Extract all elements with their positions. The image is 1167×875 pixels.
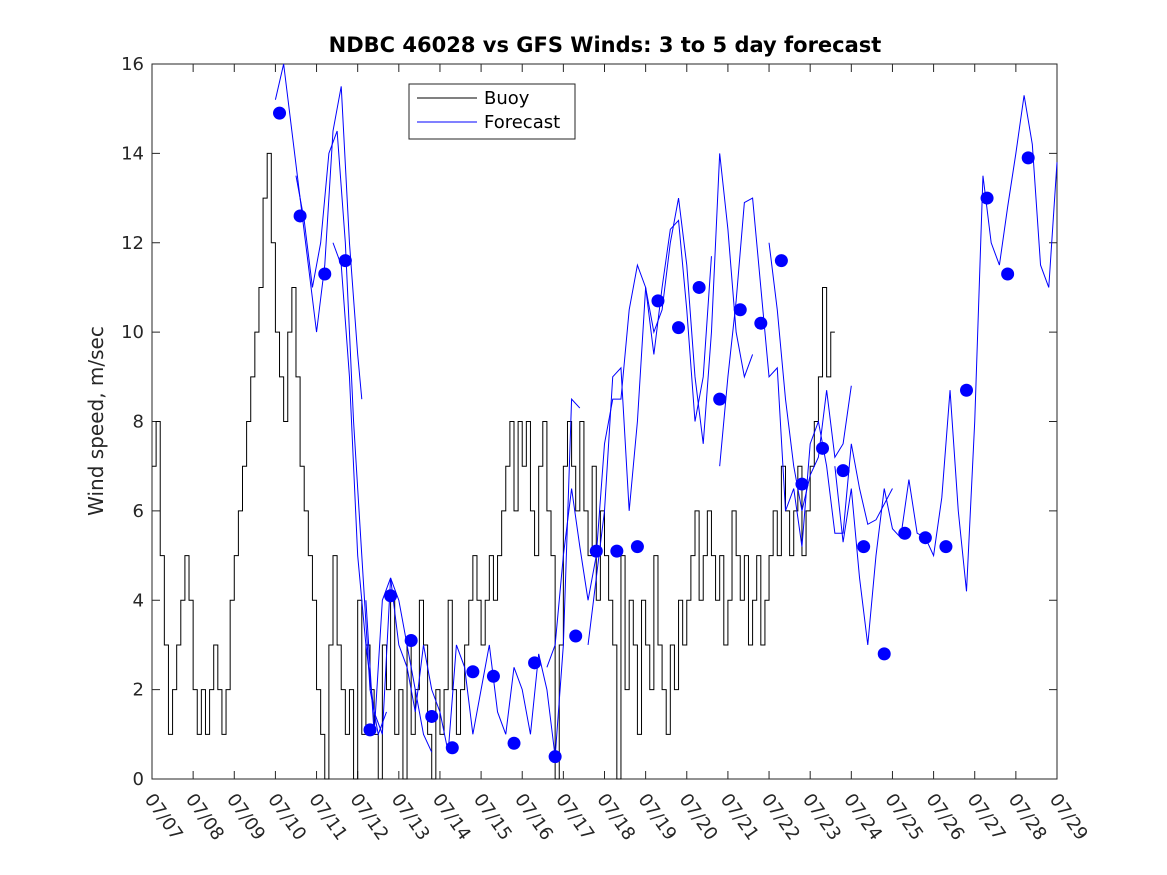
forecast-point — [754, 316, 768, 330]
forecast-point — [486, 669, 500, 683]
forecast-point — [1001, 267, 1015, 281]
y-tick-label: 2 — [133, 680, 144, 701]
forecast-point — [836, 464, 850, 478]
forecast-point — [363, 723, 377, 737]
forecast-point — [898, 526, 912, 540]
x-tick-label: 07/11 — [304, 790, 351, 845]
forecast-point — [672, 321, 686, 335]
x-tick-label: 07/25 — [880, 790, 927, 845]
x-tick-label: 07/29 — [1045, 790, 1092, 845]
y-tick-label: 14 — [121, 143, 144, 164]
forecast-point — [939, 540, 953, 554]
x-tick-label: 07/10 — [263, 790, 310, 845]
legend-box — [408, 83, 576, 140]
forecast-point — [318, 267, 332, 281]
chart-title: NDBC 46028 vs GFS Winds: 3 to 5 day fore… — [329, 33, 882, 57]
forecast-line — [719, 197, 893, 547]
x-tick-label: 07/17 — [551, 790, 598, 845]
forecast-line — [768, 242, 852, 511]
forecast-point — [404, 633, 418, 647]
forecast-point — [630, 540, 644, 554]
x-tick-label: 07/12 — [346, 790, 393, 845]
y-tick-label: 12 — [121, 233, 144, 254]
x-tick-label: 07/09 — [222, 790, 269, 845]
buoy-series — [152, 152, 835, 780]
x-tick-label: 07/22 — [757, 790, 804, 845]
forecast-point — [338, 254, 352, 268]
y-axis-label: Wind speed, m/sec — [84, 326, 108, 516]
y-tick-label: 10 — [121, 322, 144, 343]
x-tick-label: 07/14 — [428, 790, 475, 845]
x-tick-label: 07/13 — [387, 790, 434, 845]
forecast-point — [507, 736, 521, 750]
forecast-point — [445, 741, 459, 755]
x-tick-label: 07/27 — [963, 790, 1010, 845]
forecast-point — [293, 209, 307, 223]
forecast-point — [466, 665, 480, 679]
forecast-line — [546, 219, 712, 668]
forecast-line — [587, 153, 754, 645]
forecast-point — [774, 254, 788, 268]
forecast-line — [834, 95, 1058, 645]
forecast-point — [589, 544, 603, 558]
x-tick-label: 07/23 — [798, 790, 845, 845]
forecast-point — [713, 392, 727, 406]
y-tick-label: 4 — [133, 590, 144, 611]
forecast-point — [569, 629, 583, 643]
forecast-point — [528, 656, 542, 670]
legend: Buoy Forecast — [408, 83, 576, 140]
forecast-line — [295, 130, 387, 737]
forecast-series — [274, 63, 1058, 757]
forecast-point — [733, 303, 747, 317]
x-tick-label: 07/20 — [675, 790, 722, 845]
x-tick-label: 07/24 — [839, 790, 886, 845]
forecast-point — [877, 647, 891, 661]
forecast-point — [795, 477, 809, 491]
forecast-point — [651, 294, 665, 308]
x-tick-label: 07/07 — [140, 790, 187, 845]
y-tick-label: 0 — [133, 769, 144, 790]
forecast-point — [548, 750, 562, 764]
forecast-line — [332, 242, 433, 753]
forecast-line — [365, 397, 581, 757]
forecast-point — [918, 531, 932, 545]
forecast-line — [274, 63, 363, 400]
forecast-point — [425, 709, 439, 723]
forecast-point — [816, 441, 830, 455]
x-tick-label: 07/19 — [634, 790, 681, 845]
forecast-point — [610, 544, 624, 558]
forecast-point — [1021, 151, 1035, 165]
forecast-point — [857, 540, 871, 554]
x-tick-label: 07/08 — [181, 790, 228, 845]
y-tick-label: 6 — [133, 501, 144, 522]
x-tick-label: 07/15 — [469, 790, 516, 845]
x-tick-label: 07/21 — [716, 790, 763, 845]
x-tick-label: 07/18 — [592, 790, 639, 845]
forecast-point — [273, 106, 287, 120]
forecast-point — [692, 280, 706, 294]
forecast-point — [960, 383, 973, 397]
y-tick-label: 8 — [133, 412, 144, 433]
forecast-markers — [273, 106, 1035, 764]
buoy-line — [152, 152, 835, 780]
y-tick-label: 16 — [121, 54, 144, 75]
legend-label-forecast: Forecast — [484, 112, 560, 133]
forecast-point — [980, 191, 994, 205]
legend-label-buoy: Buoy — [484, 88, 530, 109]
forecast-point — [384, 589, 398, 603]
x-tick-label: 07/28 — [1004, 790, 1051, 845]
x-tick-label: 07/16 — [510, 790, 557, 845]
x-tick-label: 07/26 — [921, 790, 968, 845]
